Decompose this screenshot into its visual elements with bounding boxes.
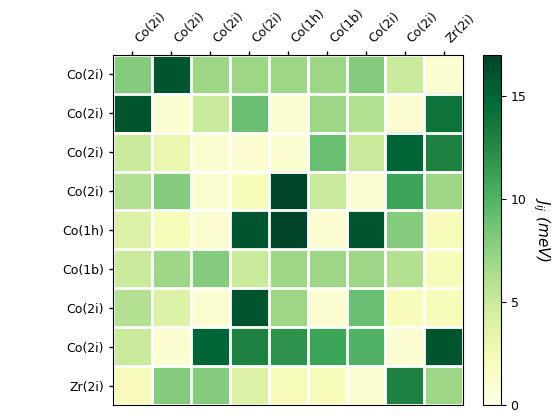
Y-axis label: $\it{J}_{ij}$ (meV): $\it{J}_{ij}$ (meV) <box>531 197 552 262</box>
